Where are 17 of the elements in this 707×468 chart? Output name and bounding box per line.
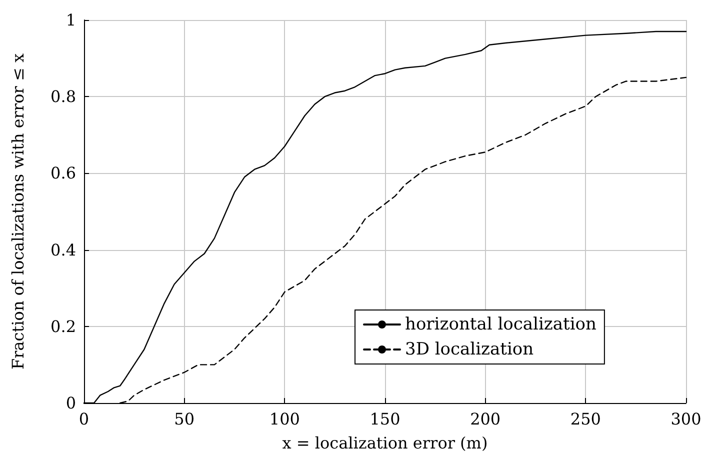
y-tick-label: 0.6 xyxy=(50,164,76,183)
y-tick-label: 0 xyxy=(66,394,76,412)
x-axis-title: x = localization error (m) xyxy=(282,434,488,452)
x-tick-label: 50 xyxy=(174,410,195,428)
x-tick-label: 300 xyxy=(670,410,702,428)
legend-label: horizontal localization xyxy=(405,314,596,334)
x-tick-label: 0 xyxy=(78,410,90,428)
y-tick-label: 0.8 xyxy=(50,87,76,106)
legend-label: 3D localization xyxy=(405,340,534,360)
y-tick-label: 0.4 xyxy=(50,240,76,260)
y-tick-label: 0.2 xyxy=(50,316,76,336)
y-axis-title: Fraction of localizations with error ≤ x xyxy=(8,54,28,370)
x-tick-label: 100 xyxy=(269,410,300,428)
x-tick-label: 200 xyxy=(470,410,501,428)
y-tick-label: 1 xyxy=(66,10,76,30)
x-tick-label: 250 xyxy=(570,410,601,428)
x-tick-label: 150 xyxy=(370,410,400,428)
